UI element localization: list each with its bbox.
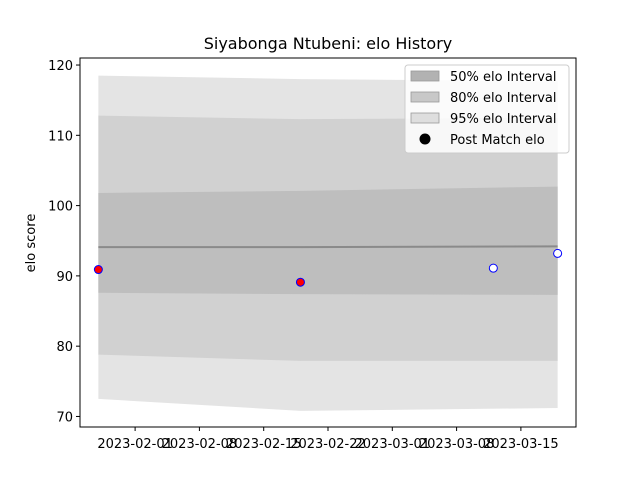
legend-label: 80% elo Interval <box>450 91 557 106</box>
y-axis: 70 80 90 100 110 120 <box>48 59 80 425</box>
mean-elo-line <box>98 245 558 249</box>
y-axis-label: elo score <box>24 214 39 273</box>
y-tick-label: 70 <box>56 410 73 425</box>
x-tick-label: 2023-02-15 <box>226 437 302 452</box>
legend-label: 50% elo Interval <box>450 70 557 85</box>
legend-swatch <box>410 70 440 82</box>
legend-swatch <box>410 91 440 103</box>
post-match-elo-point <box>93 265 103 275</box>
post-match-elo-point <box>488 263 498 273</box>
post-match-elo-point <box>553 248 563 258</box>
x-tick-label: 2023-03-08 <box>419 437 495 452</box>
legend: 50% elo Interval 80% elo Interval 95% elo … <box>404 64 570 154</box>
interval-band-2 <box>98 186 558 295</box>
legend-swatch <box>410 112 440 124</box>
y-tick-label: 100 <box>48 200 73 215</box>
y-tick-label: 120 <box>48 59 73 74</box>
x-tick-label: 2023-02-08 <box>162 437 238 452</box>
x-axis: 2023-02-012023-02-082023-02-152023-02-22… <box>97 427 559 452</box>
x-tick-label: 2023-02-01 <box>97 437 173 452</box>
legend-label: 95% elo Interval <box>450 112 557 127</box>
x-tick-label: 2023-03-01 <box>355 437 431 452</box>
plot-area <box>93 75 563 411</box>
x-tick-label: 2023-03-15 <box>483 437 559 452</box>
legend-label: Post Match elo <box>450 133 545 148</box>
y-tick-label: 80 <box>56 340 73 355</box>
y-tick-label: 90 <box>56 270 73 285</box>
y-tick-label: 110 <box>48 129 73 144</box>
x-tick-label: 2023-02-22 <box>290 437 366 452</box>
legend-marker <box>419 133 431 145</box>
post-match-elo-point <box>295 277 305 287</box>
legend-box <box>404 64 570 154</box>
chart-title: Siyabonga Ntubeni: elo History <box>204 34 453 53</box>
